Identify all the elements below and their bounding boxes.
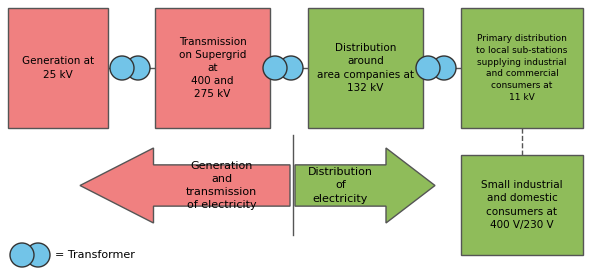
FancyBboxPatch shape [461,155,583,255]
Text: Generation at
25 kV: Generation at 25 kV [22,56,94,79]
Text: Distribution
of
electricity: Distribution of electricity [308,167,373,204]
FancyBboxPatch shape [8,8,108,128]
Text: Generation
and
transmission
of electricity: Generation and transmission of electrici… [186,161,257,210]
FancyBboxPatch shape [155,8,270,128]
Circle shape [26,243,50,267]
Text: Transmission
on Supergrid
at
400 and
275 kV: Transmission on Supergrid at 400 and 275… [178,37,246,99]
FancyBboxPatch shape [308,8,423,128]
Polygon shape [80,148,290,223]
Circle shape [10,243,34,267]
FancyBboxPatch shape [461,8,583,128]
Text: = Transformer: = Transformer [55,250,135,260]
Text: Small industrial
and domestic
consumers at
400 V/230 V: Small industrial and domestic consumers … [481,180,563,230]
Circle shape [416,56,440,80]
Text: Distribution
around
area companies at
132 kV: Distribution around area companies at 13… [317,43,414,93]
Circle shape [432,56,456,80]
Circle shape [279,56,303,80]
Polygon shape [295,148,435,223]
Circle shape [126,56,150,80]
Text: Primary distribution
to local sub-stations
supplying industrial
and commercial
c: Primary distribution to local sub-statio… [476,34,568,102]
Circle shape [110,56,134,80]
Circle shape [263,56,287,80]
